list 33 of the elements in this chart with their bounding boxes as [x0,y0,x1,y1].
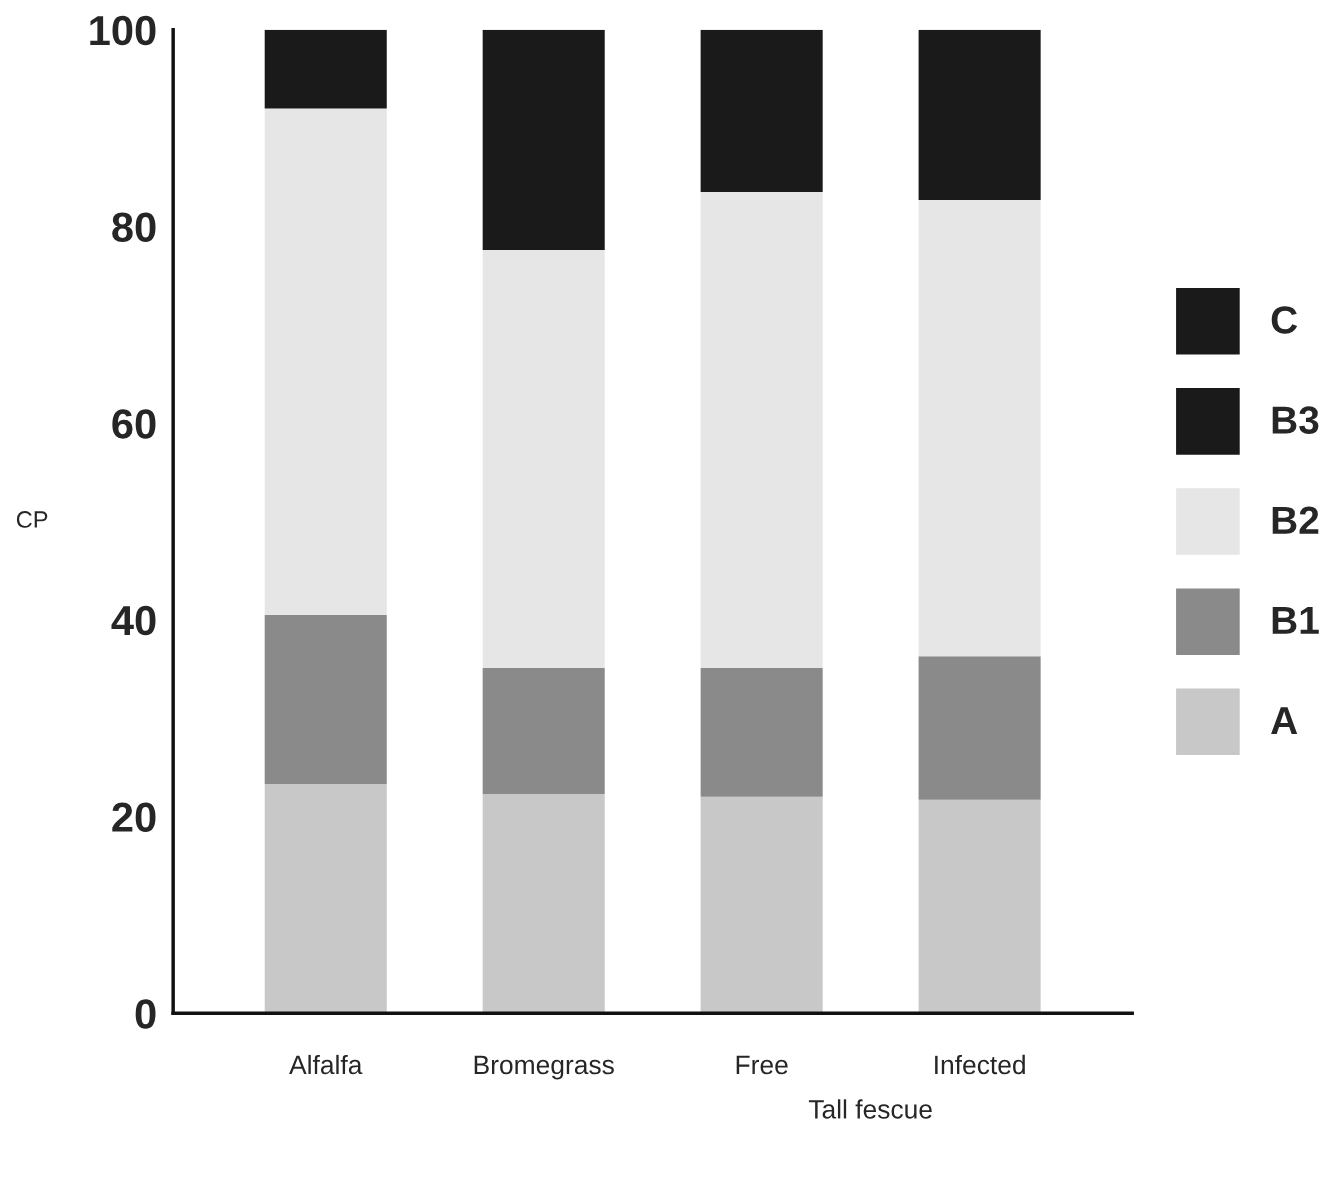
bar [700,192,823,669]
x-tick-label: Infected [935,1054,1025,1075]
bar [264,29,387,109]
y-tick-label: 0 [135,999,156,1029]
bar [700,29,823,193]
bar [918,656,1041,800]
bar [918,29,1041,200]
x-tick-label: Alfalfa [289,1054,363,1075]
y-tick-label: 20 [112,802,156,833]
bar [700,668,823,797]
text: Tall fescue [808,1099,932,1119]
legend-label: A [1271,707,1298,734]
legend-label: B1 [1272,607,1319,634]
x-tick-label: Bromegrass [474,1055,614,1080]
bar [482,29,605,251]
bar [264,784,387,1014]
y-axis-title: CP [16,511,48,528]
bar [918,199,1041,657]
bar [918,799,1041,1014]
bar [264,614,387,785]
legend-label: C [1271,306,1298,334]
y-tick-label: 80 [112,212,156,242]
legend-label: B3 [1272,406,1319,434]
y-tick-label: 40 [111,605,156,636]
x-tick-label: Free [736,1055,788,1075]
bar [264,108,387,615]
y-tick-label: 100 [90,15,156,46]
bar [482,250,605,669]
bar [482,668,605,794]
bar [700,796,823,1014]
y-tick-label: 60 [112,409,156,439]
legend-label: B2 [1272,506,1319,534]
bar [482,793,605,1014]
